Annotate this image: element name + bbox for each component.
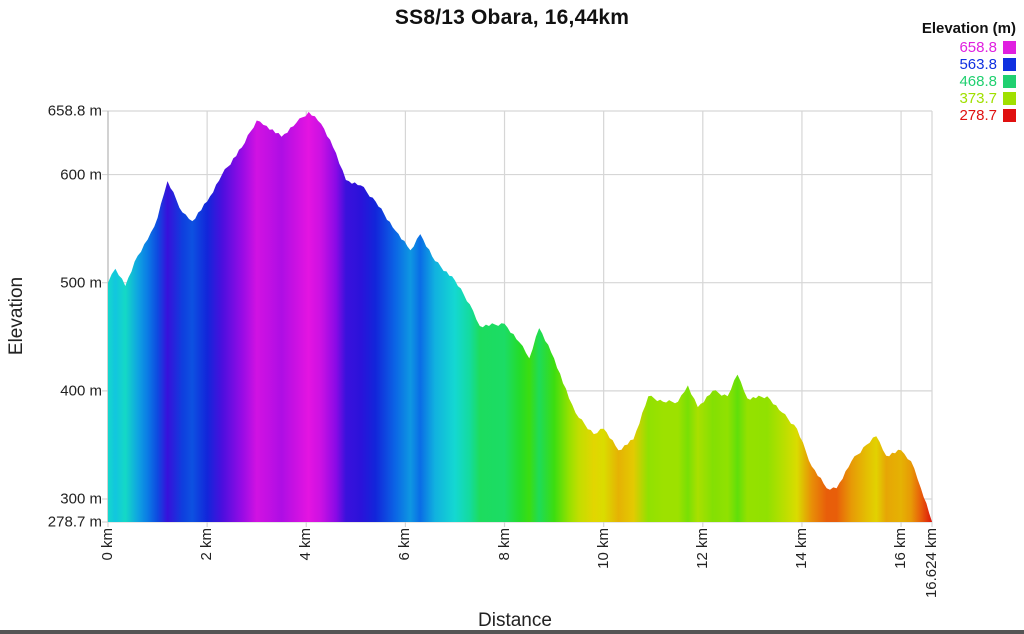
y-axis-label: Elevation xyxy=(6,276,28,356)
x-tick-label: 6 km xyxy=(396,528,414,561)
x-tick-label: 10 km xyxy=(594,528,612,569)
x-tick-label: 16 km xyxy=(892,528,910,569)
x-tick-label: 8 km xyxy=(495,528,513,561)
legend-entry: 563.8 xyxy=(922,56,1016,73)
chart-title: SS8/13 Obara, 16,44km xyxy=(394,6,630,29)
legend-title: Elevation (m) xyxy=(921,20,1016,37)
legend-swatch xyxy=(1003,58,1016,71)
x-axis-label: Distance xyxy=(478,610,552,631)
x-tick-label: 2 km xyxy=(198,528,216,561)
x-tick-label: 0 km xyxy=(99,528,116,561)
legend-label: 373.7 xyxy=(959,90,997,107)
legend: Elevation (m) 658.8 563.8 468.8 373.7 278.7 xyxy=(922,20,1016,124)
elevation-area xyxy=(108,111,932,523)
legend-entry: 658.8 xyxy=(922,39,1016,56)
legend-entry: 278.7 xyxy=(922,107,1016,124)
window-bottom-edge xyxy=(0,630,1024,634)
x-tick-label: 12 km xyxy=(693,528,711,569)
legend-label: 563.8 xyxy=(959,56,997,73)
x-tick-label: 16.624 km xyxy=(923,528,940,599)
legend-label: 278.7 xyxy=(959,107,997,124)
legend-entry: 468.8 xyxy=(922,73,1016,90)
y-tick-label: 278.7 m xyxy=(47,513,102,531)
legend-entry: 373.7 xyxy=(922,90,1016,107)
y-tick-label: 600 m xyxy=(60,166,102,184)
x-tick-label: 14 km xyxy=(792,528,810,569)
y-tick-label: 658.8 m xyxy=(47,102,102,120)
legend-swatch xyxy=(1003,41,1016,54)
y-tick-label: 400 m xyxy=(60,382,102,400)
legend-swatch xyxy=(1003,109,1016,122)
y-tick-label: 500 m xyxy=(60,274,102,292)
legend-swatch xyxy=(1003,75,1016,88)
x-tick-label: 4 km xyxy=(297,528,315,561)
legend-swatch xyxy=(1003,92,1016,105)
legend-label: 468.8 xyxy=(959,73,997,90)
legend-label: 658.8 xyxy=(959,39,997,56)
y-tick-label: 300 m xyxy=(60,490,102,508)
